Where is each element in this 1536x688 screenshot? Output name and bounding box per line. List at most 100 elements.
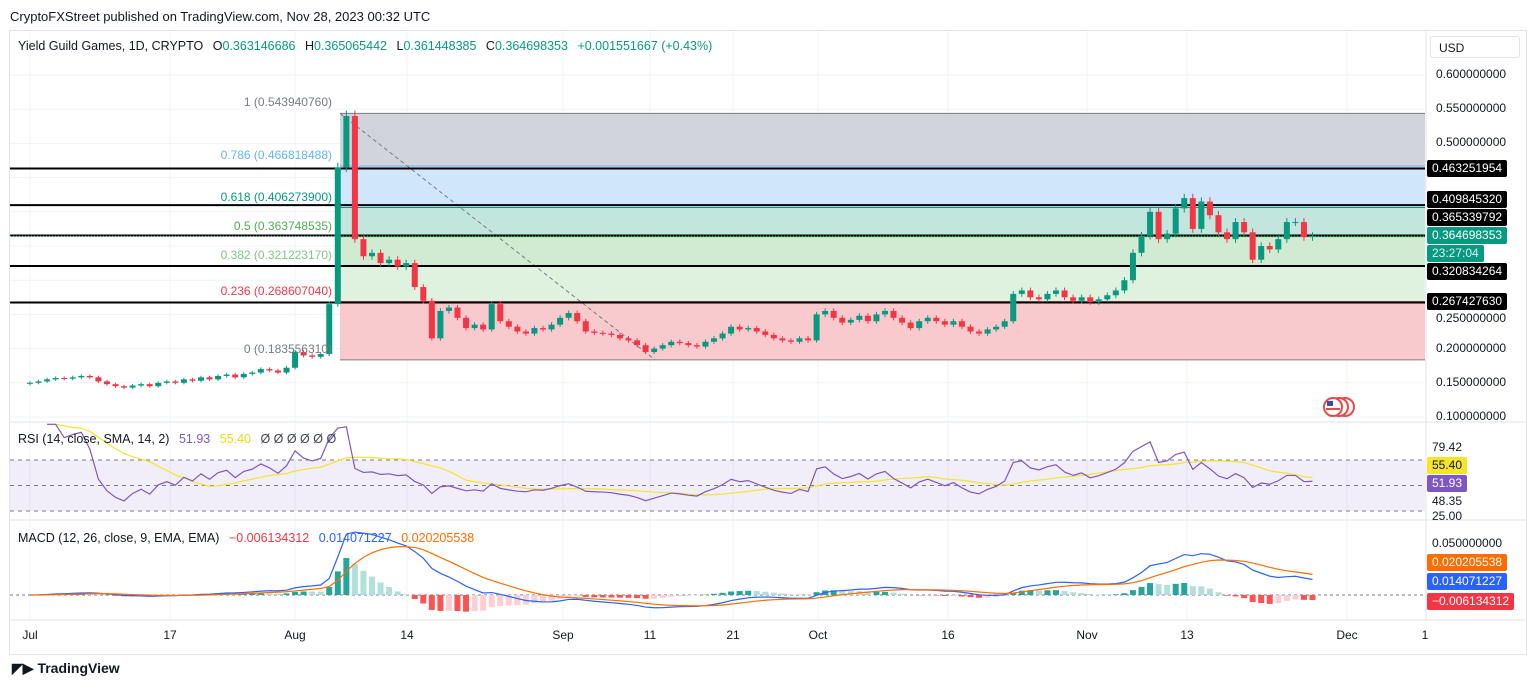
candle-body — [1258, 246, 1265, 260]
candle-body — [1053, 290, 1059, 294]
candle-body — [1300, 222, 1307, 238]
open-value: 0.363146686 — [222, 39, 296, 53]
candle-body — [1147, 211, 1154, 236]
tradingview-logo[interactable]: ◤▶ TradingView — [12, 660, 120, 677]
macd-histogram-bar — [317, 591, 324, 595]
price-axis-label: 0.250000000 — [1436, 311, 1507, 326]
candle-body — [155, 382, 162, 387]
candle-body — [488, 304, 495, 330]
macd-histogram-bar — [1078, 592, 1085, 595]
macd-pane — [10, 531, 1425, 612]
candle-body — [899, 317, 906, 323]
candle-body — [1138, 235, 1145, 253]
fib-zones — [339, 112, 1425, 361]
macd-histogram-bar — [1189, 586, 1196, 595]
candle-body — [437, 310, 444, 339]
candle-body — [958, 321, 965, 327]
high-label: H — [304, 39, 314, 53]
macd-title[interactable]: MACD (12, 26, close, 9, EMA, EMA) — [18, 531, 220, 545]
macd-histogram-bar — [522, 595, 529, 605]
candle-body — [1224, 232, 1230, 240]
macd-histogram-bar — [659, 595, 666, 598]
candle-body — [1266, 246, 1273, 250]
candle-body — [557, 317, 564, 325]
macd-histogram-bar — [676, 595, 683, 597]
macd-histogram-bar — [249, 593, 256, 595]
candle-body — [403, 263, 410, 267]
macd-histogram-bar — [830, 590, 837, 595]
candle-body — [625, 338, 632, 341]
candle-body — [813, 314, 820, 341]
candle-body — [497, 304, 504, 322]
rsi-axis-label: 79.42 — [1432, 440, 1463, 454]
macd-histogram-bar — [309, 591, 316, 595]
candle-body — [1232, 222, 1239, 240]
macd-histogram-bar — [531, 595, 538, 604]
candle-body — [616, 334, 623, 339]
candle-body — [1241, 222, 1248, 233]
candle-body — [326, 304, 333, 355]
time-axis-label: Dec — [1336, 628, 1358, 642]
candle-body — [787, 340, 794, 342]
candle-body — [121, 386, 128, 388]
macd-histogram-bar — [1044, 590, 1051, 595]
macd-histogram-bar — [1309, 595, 1316, 600]
candle-body — [420, 287, 427, 301]
macd-histogram-bar — [1266, 595, 1273, 604]
macd-histogram-bar — [1181, 582, 1188, 595]
candle-body — [480, 324, 487, 330]
logo-icon: ◤▶ — [12, 660, 38, 676]
macd-histogram-bar — [736, 591, 743, 595]
macd-histogram-bar — [1070, 592, 1077, 595]
candle-body — [189, 379, 196, 381]
candle-body — [839, 317, 846, 323]
macd-histogram-bar — [753, 591, 760, 595]
candle-body — [223, 374, 230, 376]
candle-body — [198, 377, 204, 381]
candle-body — [805, 338, 812, 341]
rsi-value: 51.93 — [178, 432, 211, 446]
candle-body — [634, 340, 641, 346]
candle-body — [351, 116, 358, 240]
price-line-tag: 0.409845320 — [1427, 190, 1508, 208]
macd-histogram-bar — [86, 594, 93, 595]
symbol-name[interactable]: Yield Guild Games, 1D, CRYPTO — [18, 39, 204, 53]
macd-histogram-bar — [582, 595, 589, 597]
candle-body — [1044, 293, 1051, 300]
flag-icon — [1323, 397, 1355, 417]
rsi-tag: 51.93 — [1427, 475, 1468, 492]
candle-body — [369, 252, 375, 257]
macd-histogram-bar — [1275, 595, 1282, 604]
candle-body — [1309, 235, 1316, 238]
candle-body — [215, 375, 222, 380]
macd-histogram-bar — [847, 591, 854, 595]
candle-body — [1121, 280, 1128, 291]
macd-hist-tag: −0.006134312 — [1427, 593, 1515, 610]
candle-body — [728, 326, 735, 334]
macd-histogram-bar — [112, 595, 119, 596]
macd-histogram-bar — [1001, 595, 1008, 597]
rsi-title[interactable]: RSI (14, close, SMA, 14, 2) — [18, 432, 170, 446]
candle-body — [702, 341, 709, 347]
candle-body — [1001, 321, 1008, 327]
macd-histogram-bar — [1087, 593, 1094, 595]
macd-histogram-bar — [864, 591, 871, 595]
fib-zone — [340, 166, 1425, 208]
macd-histogram-bar — [608, 595, 615, 598]
macd-histogram-bar — [950, 595, 957, 596]
macd-histogram-bar — [1215, 592, 1222, 595]
currency-button[interactable]: USD — [1430, 36, 1520, 58]
candle-body — [642, 345, 649, 353]
time-axis-label: 21 — [726, 628, 740, 642]
macd-histogram-bar — [976, 595, 983, 598]
candle-body — [1104, 295, 1111, 300]
rsi-pane — [10, 423, 1425, 512]
macd-histogram-bar — [574, 595, 581, 597]
macd-histogram-bar — [240, 593, 247, 595]
macd-histogram-bar — [437, 595, 444, 611]
macd-histogram-bar — [471, 595, 478, 612]
macd-histogram-bar — [770, 592, 777, 595]
candle-body — [317, 354, 324, 357]
open-label: O — [212, 39, 223, 53]
